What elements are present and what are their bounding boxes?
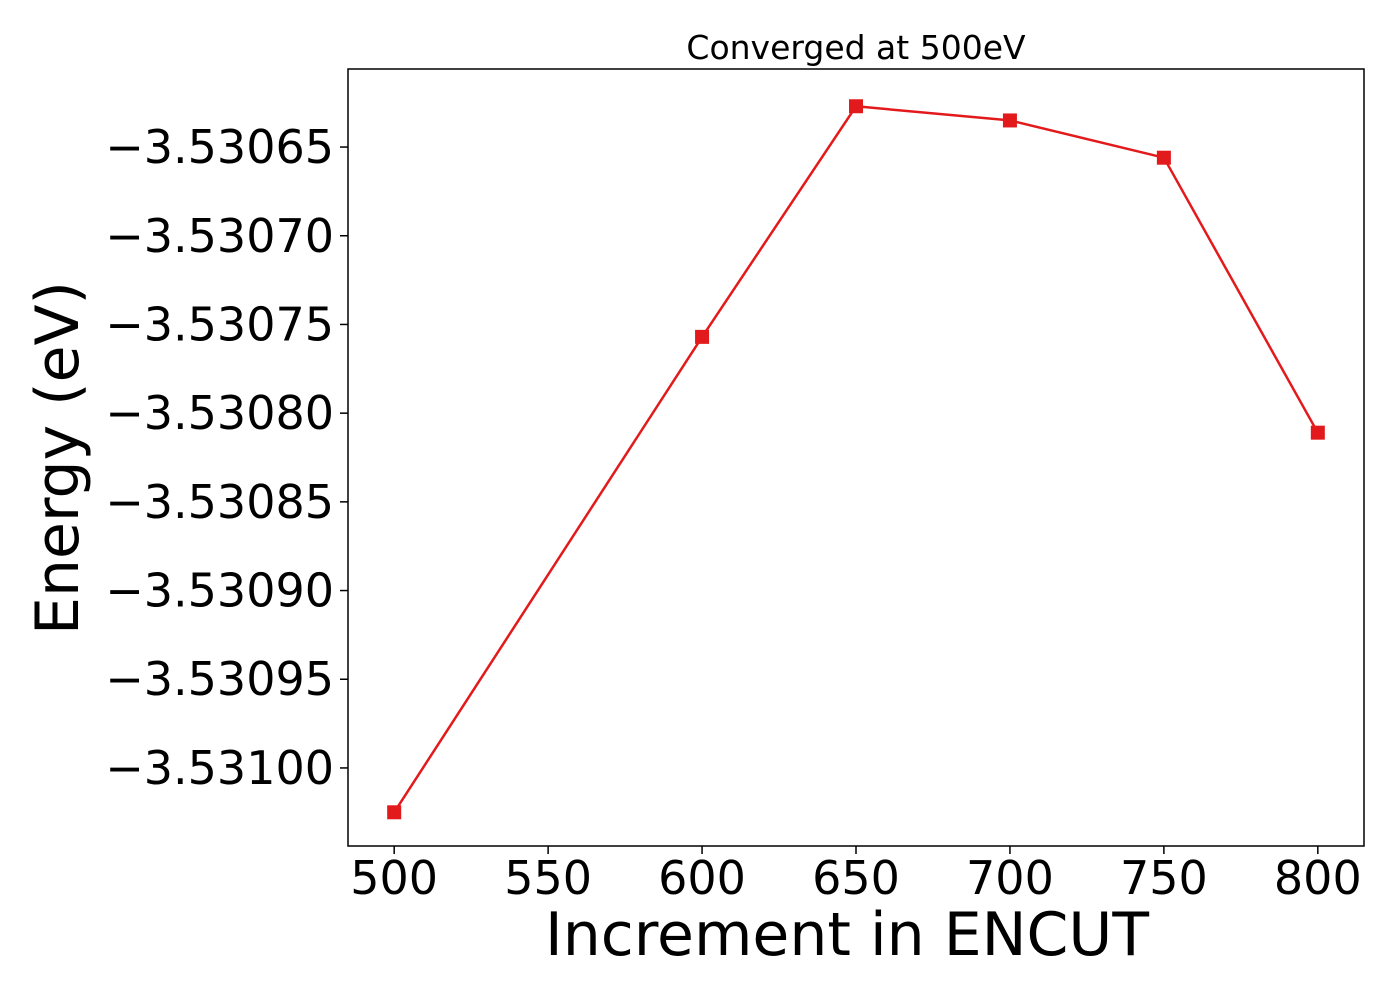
data-point-marker (1002, 113, 1017, 128)
x-tick-label: 600 (658, 851, 746, 905)
plot-frame (347, 68, 1365, 847)
data-point-marker (1310, 425, 1325, 440)
x-tick-label: 800 (1274, 851, 1362, 905)
x-axis-ticks: 500 550 600 650 700 750 800 (350, 846, 1362, 905)
y-tick-label: −3.53065 (105, 120, 334, 174)
y-tick-label: −3.53085 (105, 475, 334, 529)
y-axis-title: Energy (eV) (23, 281, 93, 635)
x-tick-label: 550 (504, 851, 592, 905)
y-tick-label: −3.53100 (105, 741, 334, 795)
y-axis-ticks: −3.53065 −3.53070 −3.53075 −3.53080 −3.53085… (105, 120, 348, 795)
data-point-marker (1156, 150, 1171, 165)
y-tick-label: −3.53090 (105, 564, 334, 618)
x-tick-label: 500 (350, 851, 438, 905)
x-axis-title: Increment in ENCUT (545, 900, 1149, 970)
y-tick-label: −3.53080 (105, 386, 334, 440)
y-tick-label: −3.53075 (105, 297, 334, 351)
y-tick-label: −3.53095 (105, 652, 334, 706)
data-point-marker (849, 99, 863, 114)
x-tick-label: 750 (1120, 851, 1208, 905)
series-layer (387, 99, 1325, 820)
data-point-marker (695, 329, 710, 344)
y-tick-label: −3.53070 (105, 209, 334, 263)
series-line (393, 105, 1319, 813)
data-point-marker (387, 805, 402, 820)
x-tick-label: 700 (966, 851, 1054, 905)
chart-title: Converged at 500eV (686, 28, 1026, 67)
x-tick-label: 650 (812, 851, 900, 905)
